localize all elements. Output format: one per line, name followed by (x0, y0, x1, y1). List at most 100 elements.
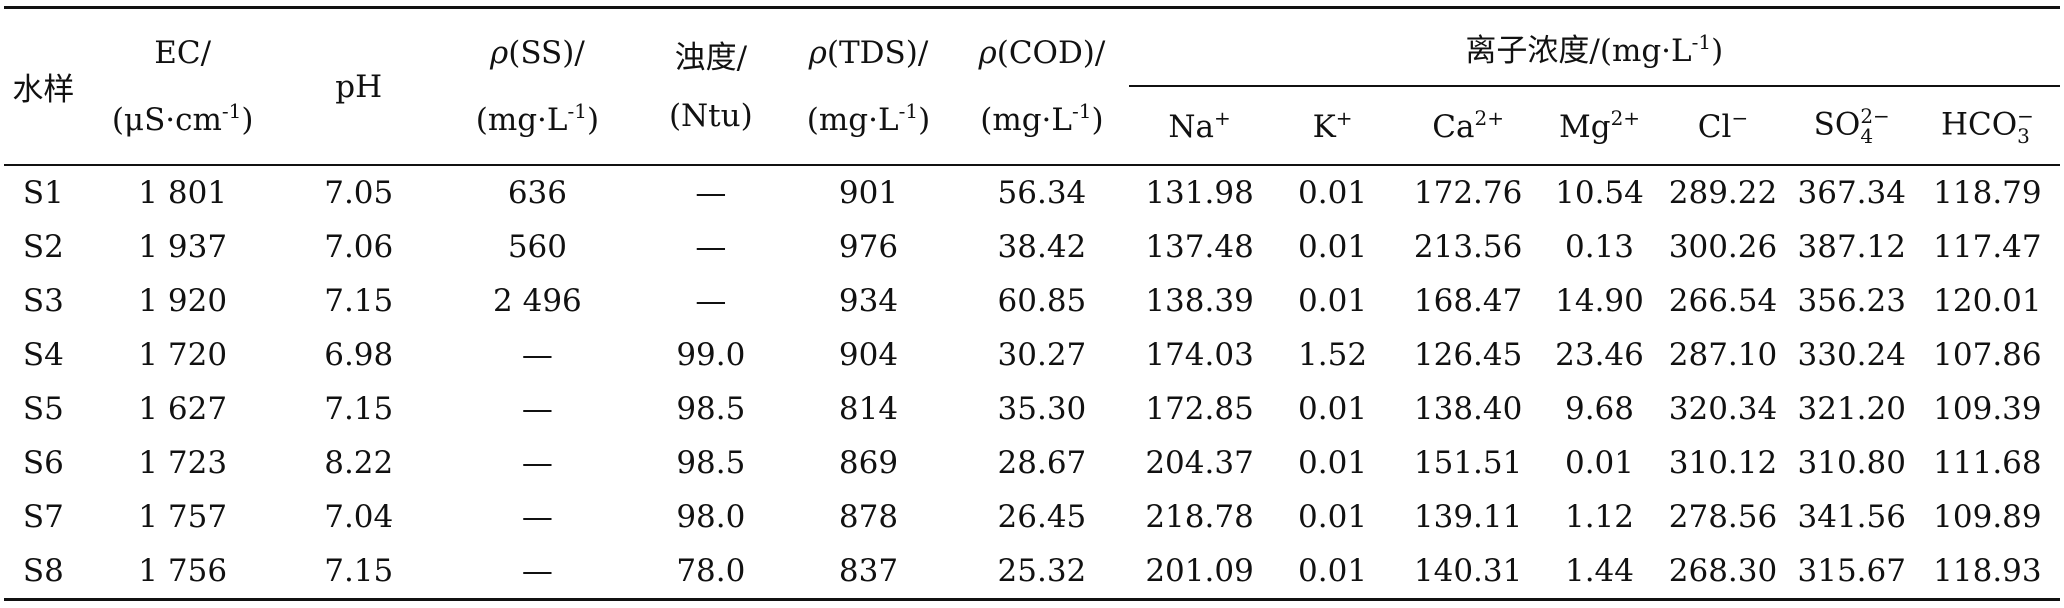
cell-cl: 268.30 (1657, 544, 1789, 601)
header-turbidity: 浊度/ (Ntu) (639, 6, 782, 166)
cell-cod: 28.67 (997, 445, 1087, 481)
cell-so4: 341.56 (1797, 499, 1906, 535)
header-ec-line2: (μS·cm-1) (111, 99, 254, 138)
header-cod-line1: ρ(COD)/ (978, 35, 1106, 71)
table-row: S3 1 920 7.15 2 496 — 934 60.85 138.39 0.01 168.4… (4, 274, 2060, 328)
cell-sample: S8 (4, 544, 83, 601)
cell-ec: 1 757 (138, 499, 228, 535)
cell-sample: S1 (22, 175, 64, 211)
header-ion-cl: Cl− (1657, 86, 1789, 166)
cell-ec: 1 723 (138, 445, 228, 481)
cell-k: 0.01 (1298, 445, 1368, 481)
cell-ph: 7.15 (324, 391, 394, 427)
cell-ss: 2 496 (493, 283, 582, 319)
cell-hco3: 111.68 (1933, 445, 2042, 481)
cell-k: 0.01 (1298, 175, 1368, 211)
cell-na: 174.03 (1145, 337, 1254, 373)
cell-cl: 287.10 (1668, 337, 1778, 373)
cell-turbidity: 99.0 (676, 337, 746, 373)
header-ss-line2: (mg·L-1) (475, 99, 600, 138)
water-quality-table-container: 水样 EC/ (μS·cm-1) pH ρ(SS)/ (mg·L-1) 浊度/ … (4, 6, 2060, 601)
header-ss-line1: ρ(SS)/ (490, 35, 585, 71)
header-turbidity-line2: (Ntu) (668, 97, 753, 134)
cell-cl: 320.34 (1668, 391, 1778, 427)
header-tds: ρ(TDS)/ (mg·L-1) (781, 6, 956, 166)
cell-na: 137.48 (1145, 229, 1254, 265)
cell-ca: 126.45 (1413, 337, 1523, 373)
cell-cod: 38.42 (997, 229, 1087, 265)
cell-hco3: 117.47 (1933, 229, 2042, 265)
cell-hco3: 118.93 (1914, 544, 2060, 601)
cell-cl: 310.12 (1668, 445, 1778, 481)
table-body: S1 1 801 7.05 636 — 901 56.34 131.98 0.01 172.76 1… (4, 165, 2060, 601)
table-row: S5 1 627 7.15 — 98.5 814 35.30 172.85 0.01 138.40… (4, 382, 2060, 436)
cell-ca: 138.40 (1413, 391, 1523, 427)
header-ion-ca: Ca2+ (1394, 86, 1542, 166)
cell-tds: 878 (838, 499, 899, 535)
cell-na: 218.78 (1145, 499, 1254, 535)
cell-so4: 356.23 (1797, 283, 1906, 319)
cell-turbidity: — (695, 283, 727, 319)
header-cod: ρ(COD)/ (mg·L-1) (955, 6, 1129, 166)
cell-mg: 0.01 (1564, 445, 1635, 481)
cell-tds: 904 (838, 337, 899, 373)
header-turbidity-line1: 浊度/ (674, 39, 748, 76)
cell-ec: 1 920 (138, 283, 228, 319)
cell-ss: — (434, 544, 640, 601)
header-ph: pH (282, 6, 435, 166)
cell-sample: S7 (22, 499, 64, 535)
cell-ss: 636 (507, 175, 567, 211)
header-ss: ρ(SS)/ (mg·L-1) (434, 6, 640, 166)
cell-na: 131.98 (1145, 175, 1254, 211)
cell-na: 138.39 (1145, 283, 1254, 319)
cell-ca: 168.47 (1413, 283, 1523, 319)
cell-so4: 387.12 (1797, 229, 1906, 265)
header-ion-k: K+ (1270, 86, 1395, 166)
cell-cl: 278.56 (1668, 499, 1778, 535)
cell-k: 0.01 (1298, 283, 1368, 319)
cell-hco3: 107.86 (1933, 337, 2042, 373)
cell-ec: 1 756 (82, 544, 283, 601)
cell-cod: 26.45 (997, 499, 1087, 535)
header-ion-na: Na+ (1128, 86, 1271, 166)
header-tds-line2: (mg·L-1) (806, 99, 931, 138)
cell-mg: 23.46 (1555, 337, 1644, 373)
header-ec: EC/ (μS·cm-1) (82, 6, 283, 166)
cell-k: 0.01 (1270, 544, 1395, 601)
cell-so4: 330.24 (1797, 337, 1906, 373)
cell-na: 201.09 (1128, 544, 1271, 601)
cell-ss: 560 (507, 229, 567, 265)
cell-mg: 14.90 (1555, 283, 1644, 319)
cell-cod: 35.30 (997, 391, 1087, 427)
cell-k: 0.01 (1298, 499, 1368, 535)
water-quality-table: 水样 EC/ (μS·cm-1) pH ρ(SS)/ (mg·L-1) 浊度/ … (4, 6, 2060, 601)
cell-mg: 0.13 (1564, 229, 1635, 265)
cell-tds: 869 (838, 445, 899, 481)
cell-k: 0.01 (1298, 229, 1368, 265)
table-row: S6 1 723 8.22 — 98.5 869 28.67 204.37 0.01 151.51… (4, 436, 2060, 490)
cell-na: 172.85 (1145, 391, 1254, 427)
cell-k: 1.52 (1298, 337, 1368, 373)
cell-sample: S5 (22, 391, 64, 427)
cell-turbidity: 78.0 (639, 544, 782, 601)
cell-mg: 9.68 (1564, 391, 1635, 427)
cell-ec: 1 937 (138, 229, 228, 265)
cell-sample: S2 (22, 229, 64, 265)
cell-sample: S4 (22, 337, 64, 373)
cell-turbidity: — (695, 229, 727, 265)
cell-hco3: 118.79 (1933, 175, 2042, 211)
cell-tds: 934 (838, 283, 899, 319)
cell-ph: 7.06 (324, 229, 394, 265)
cell-cod: 56.34 (997, 175, 1087, 211)
header-cod-line2: (mg·L-1) (980, 99, 1104, 138)
cell-ss: — (521, 445, 553, 481)
cell-cod: 30.27 (997, 337, 1087, 373)
cell-k: 0.01 (1298, 391, 1368, 427)
cell-ss: — (521, 337, 553, 373)
cell-turbidity: 98.5 (676, 391, 746, 427)
cell-hco3: 109.89 (1933, 499, 2042, 535)
header-ion-so4: SO 2− 4 (1788, 86, 1915, 166)
cell-mg: 10.54 (1555, 175, 1644, 211)
cell-hco3: 120.01 (1933, 283, 2042, 319)
cell-ph: 7.15 (324, 283, 394, 319)
